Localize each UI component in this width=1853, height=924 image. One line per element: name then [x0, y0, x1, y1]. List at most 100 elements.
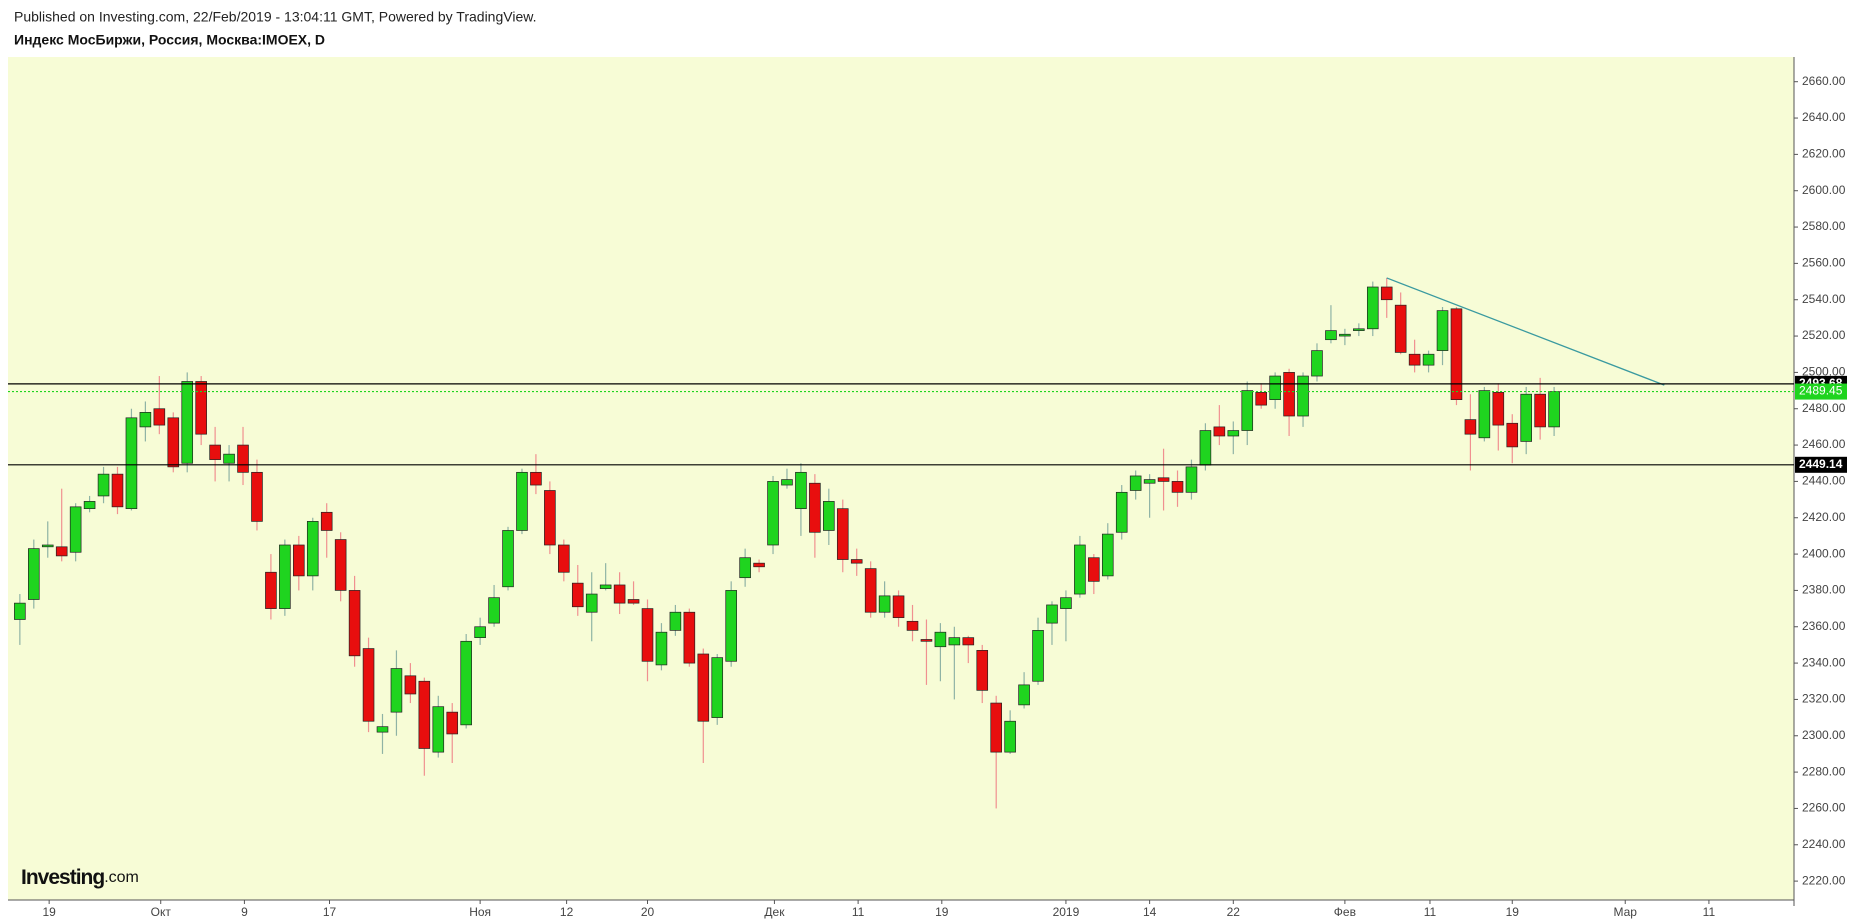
candle-body — [725, 590, 737, 662]
candle-body — [1283, 372, 1295, 417]
candle-body — [1074, 544, 1086, 595]
candle-body — [809, 482, 821, 533]
y-tick-label: 2300.00 — [1802, 728, 1846, 742]
candle-body — [1366, 286, 1379, 330]
y-tick-label: 2480.00 — [1802, 401, 1846, 415]
y-tick-label: 2640.00 — [1802, 110, 1846, 124]
candle-body — [1227, 430, 1240, 437]
candle-body — [1436, 310, 1449, 351]
x-tick-label: 11 — [852, 905, 865, 919]
candle-body — [906, 620, 919, 631]
candle-body — [1032, 630, 1044, 682]
candle-body — [976, 650, 989, 691]
candle-body — [1157, 477, 1170, 482]
candle-body — [1297, 375, 1309, 417]
candle-body — [697, 653, 710, 722]
candle-body — [683, 611, 696, 664]
candle-body — [69, 506, 82, 553]
level-label-box — [1795, 456, 1847, 473]
candle-body — [544, 490, 556, 546]
candle-body — [83, 501, 96, 510]
y-tick-label: 2380.00 — [1802, 583, 1846, 597]
last-price-label: 2489.45 — [1799, 384, 1843, 398]
plot — [14, 277, 1665, 809]
y-tick-label: 2660.00 — [1802, 74, 1846, 88]
candle-body — [1255, 392, 1267, 406]
candle-body — [934, 631, 947, 648]
y-tick-label: 2560.00 — [1802, 256, 1846, 270]
y-tick-label: 2580.00 — [1802, 219, 1846, 233]
candle-body — [990, 702, 1002, 753]
x-tick-label: Дек — [764, 905, 785, 919]
candle-body — [571, 582, 584, 608]
candle-body — [836, 508, 849, 560]
candle-body — [1185, 466, 1198, 493]
candle-body — [1046, 604, 1058, 624]
y-tick-label: 2240.00 — [1802, 837, 1846, 851]
candle-body — [1450, 308, 1463, 401]
chart-title: Индекс МосБиржи, Россия, Москва:IMOEX, D — [14, 32, 325, 48]
candle-body — [920, 639, 933, 642]
candle-body — [669, 611, 682, 631]
candle-body — [28, 548, 40, 600]
candle-body — [1241, 390, 1254, 431]
candle-body — [306, 521, 319, 577]
x-tick-label: Окт — [151, 905, 172, 919]
candle-body — [1060, 597, 1072, 609]
candle-body — [516, 471, 528, 531]
y-tick-label: 2220.00 — [1802, 873, 1846, 887]
candle-body — [1171, 481, 1184, 493]
candle-body — [1353, 328, 1365, 331]
x-tick-label: 14 — [1143, 905, 1157, 919]
candle-body — [279, 544, 291, 609]
candle-body — [41, 544, 54, 548]
y-tick-label: 2280.00 — [1802, 764, 1846, 778]
candle-body — [320, 511, 333, 531]
candle-body — [1408, 353, 1421, 366]
candle-body — [502, 530, 514, 588]
candle-body — [265, 571, 277, 609]
candle-body — [195, 381, 207, 435]
x-tick-label: 19 — [42, 905, 56, 919]
y-tick-label: 2460.00 — [1802, 437, 1846, 451]
candle-body — [892, 595, 905, 619]
candle-body — [181, 381, 194, 464]
candle-body — [1004, 720, 1016, 753]
candle-body — [446, 711, 459, 735]
candle-body — [558, 544, 570, 573]
candle-body — [125, 417, 138, 510]
candle-body — [655, 631, 668, 666]
candle-body — [293, 544, 305, 577]
candle-body — [376, 726, 389, 733]
x-tick-label: 19 — [935, 905, 949, 919]
candle-body — [1018, 684, 1030, 706]
candle-body — [14, 602, 26, 620]
y-tick-label: 2520.00 — [1802, 328, 1846, 342]
x-tick-label: Ноя — [469, 905, 491, 919]
x-tick-label: 2019 — [1053, 905, 1080, 919]
candle-body — [404, 675, 417, 695]
x-tick-label: Фев — [1334, 905, 1356, 919]
candle-body — [209, 444, 221, 460]
candle-body — [251, 471, 263, 522]
y-tick-label: 2620.00 — [1802, 147, 1846, 161]
candle-body — [1143, 479, 1156, 484]
candle-body — [1520, 393, 1532, 442]
candle-body — [488, 597, 500, 624]
candle-body — [962, 637, 975, 646]
logo-main: Investing — [21, 866, 104, 889]
candle-body — [641, 608, 654, 662]
candle-body — [585, 593, 598, 613]
candle-body — [139, 412, 152, 428]
candle-body — [711, 657, 724, 718]
x-tick-label: 20 — [641, 905, 655, 919]
x-tick-label: 19 — [1506, 905, 1520, 919]
last-price-box — [1795, 383, 1847, 400]
candle-body — [474, 626, 486, 639]
candle-body — [460, 640, 472, 726]
candle-body — [823, 501, 835, 531]
y-tick-label: 2320.00 — [1802, 692, 1846, 706]
candle-body — [1115, 491, 1128, 533]
candle-body — [627, 599, 640, 604]
